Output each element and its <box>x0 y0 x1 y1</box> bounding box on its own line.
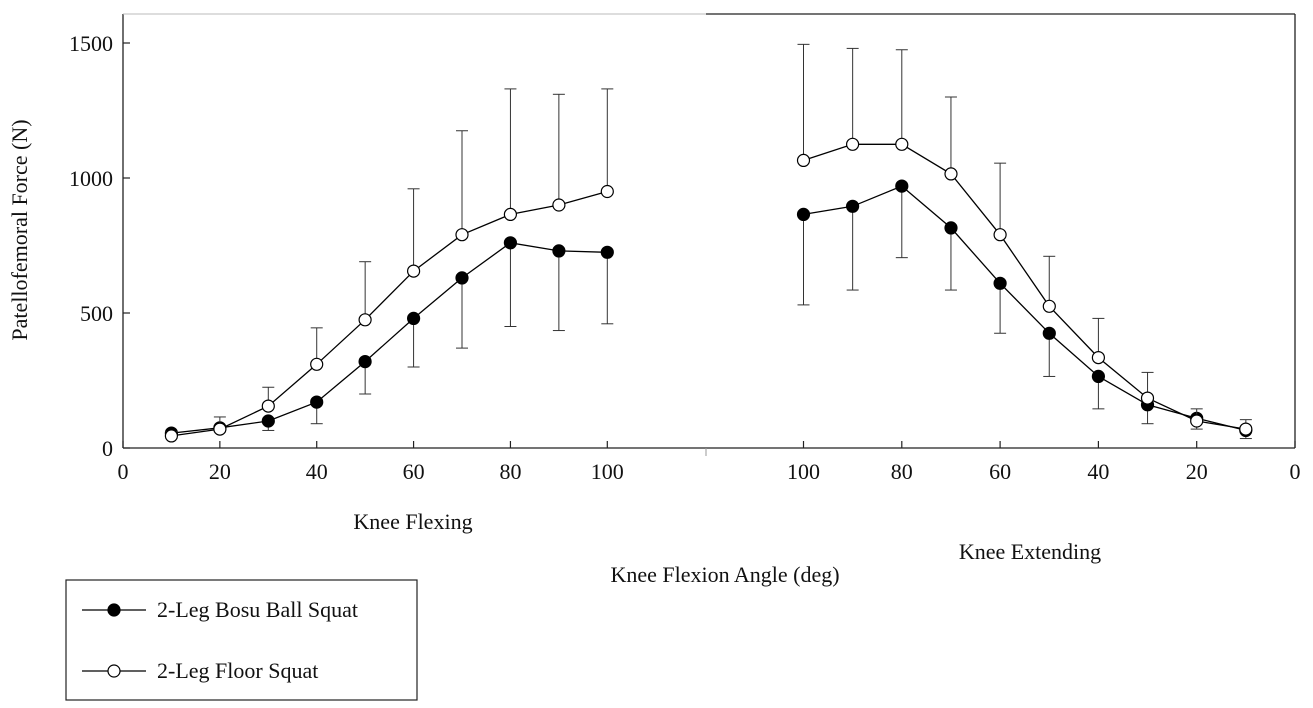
legend-item-bosu: 2-Leg Bosu Ball Squat <box>82 597 358 622</box>
x-tick-label: 40 <box>1087 459 1109 484</box>
y-tick-label: 0 <box>102 436 113 461</box>
data-point-floor <box>407 264 421 278</box>
legend-marker-floor <box>107 664 121 678</box>
x-tick-label: 80 <box>499 459 521 484</box>
series-line-floor-extending <box>803 143 1246 430</box>
data-point-bosu <box>895 179 909 193</box>
data-point-floor <box>1042 299 1056 313</box>
series-line-bosu-extending <box>803 185 1246 432</box>
data-point-floor <box>600 184 614 199</box>
data-point-floor <box>1239 422 1253 436</box>
data-point-bosu <box>407 311 421 325</box>
axes-frame <box>122 13 1296 456</box>
x-tick-label: 20 <box>209 459 231 484</box>
series-floor <box>164 43 1253 443</box>
legend-box <box>65 579 418 701</box>
x-tick-label: 80 <box>891 459 913 484</box>
data-point-floor <box>845 137 860 151</box>
y-tick-label: 1000 <box>69 166 113 191</box>
data-point-bosu <box>310 395 324 409</box>
data-point-floor <box>164 429 178 443</box>
data-point-bosu <box>358 355 372 369</box>
series-line-floor-flexing <box>171 190 608 437</box>
data-point-bosu <box>796 207 811 221</box>
data-point-floor <box>1091 351 1106 365</box>
series-bosu <box>164 179 1253 440</box>
legend-label-bosu: 2-Leg Bosu Ball Squat <box>157 597 358 622</box>
y-axis-title: Patellofemoral Force (N) <box>7 119 32 340</box>
data-point-bosu <box>503 236 517 250</box>
data-point-floor <box>944 167 958 181</box>
series-line-bosu-flexing <box>171 242 608 434</box>
data-point-bosu <box>1042 326 1056 340</box>
data-point-bosu <box>261 414 275 428</box>
data-point-bosu <box>993 276 1007 290</box>
x-tick-label: 0 <box>118 459 129 484</box>
x-axis-ticks: 0 20 40 60 80 100 100 80 60 40 20 0 <box>118 441 1301 484</box>
data-point-floor <box>261 399 275 413</box>
legend-item-floor: 2-Leg Floor Squat <box>82 658 318 683</box>
data-point-bosu <box>944 221 958 235</box>
x-tick-label: 60 <box>403 459 425 484</box>
data-point-bosu <box>455 271 469 285</box>
y-axis-ticks: 0 500 1000 1500 <box>69 31 130 461</box>
data-point-bosu <box>552 244 566 258</box>
data-point-bosu <box>845 199 860 213</box>
data-point-floor <box>310 357 324 371</box>
x-tick-label: 20 <box>1186 459 1208 484</box>
y-tick-label: 500 <box>80 301 113 326</box>
data-point-floor <box>895 137 909 151</box>
x-tick-label: 0 <box>1290 459 1301 484</box>
x-tick-label: 40 <box>306 459 328 484</box>
phase-label-flexing: Knee Flexing <box>353 509 472 534</box>
data-point-floor <box>213 422 227 436</box>
x-tick-label: 100 <box>787 459 820 484</box>
legend-label-floor: 2-Leg Floor Squat <box>157 658 318 683</box>
data-point-floor <box>552 198 566 212</box>
y-tick-label: 1500 <box>69 31 113 56</box>
data-point-bosu <box>600 245 614 259</box>
data-point-floor <box>455 228 469 242</box>
data-point-floor <box>993 228 1007 242</box>
data-point-floor <box>1190 414 1204 428</box>
series-layer <box>164 43 1253 443</box>
legend-marker-bosu <box>107 603 121 617</box>
data-point-floor <box>358 313 372 327</box>
phase-label-extending: Knee Extending <box>959 539 1101 564</box>
data-point-floor <box>1140 391 1155 405</box>
x-tick-label: 60 <box>989 459 1011 484</box>
x-tick-label: 100 <box>591 459 624 484</box>
data-point-floor <box>503 207 517 221</box>
legend: 2-Leg Bosu Ball Squat 2-Leg Floor Squat <box>65 579 418 701</box>
x-axis-title: Knee Flexion Angle (deg) <box>610 562 839 587</box>
data-point-bosu <box>1091 369 1106 383</box>
data-point-floor <box>796 153 811 167</box>
